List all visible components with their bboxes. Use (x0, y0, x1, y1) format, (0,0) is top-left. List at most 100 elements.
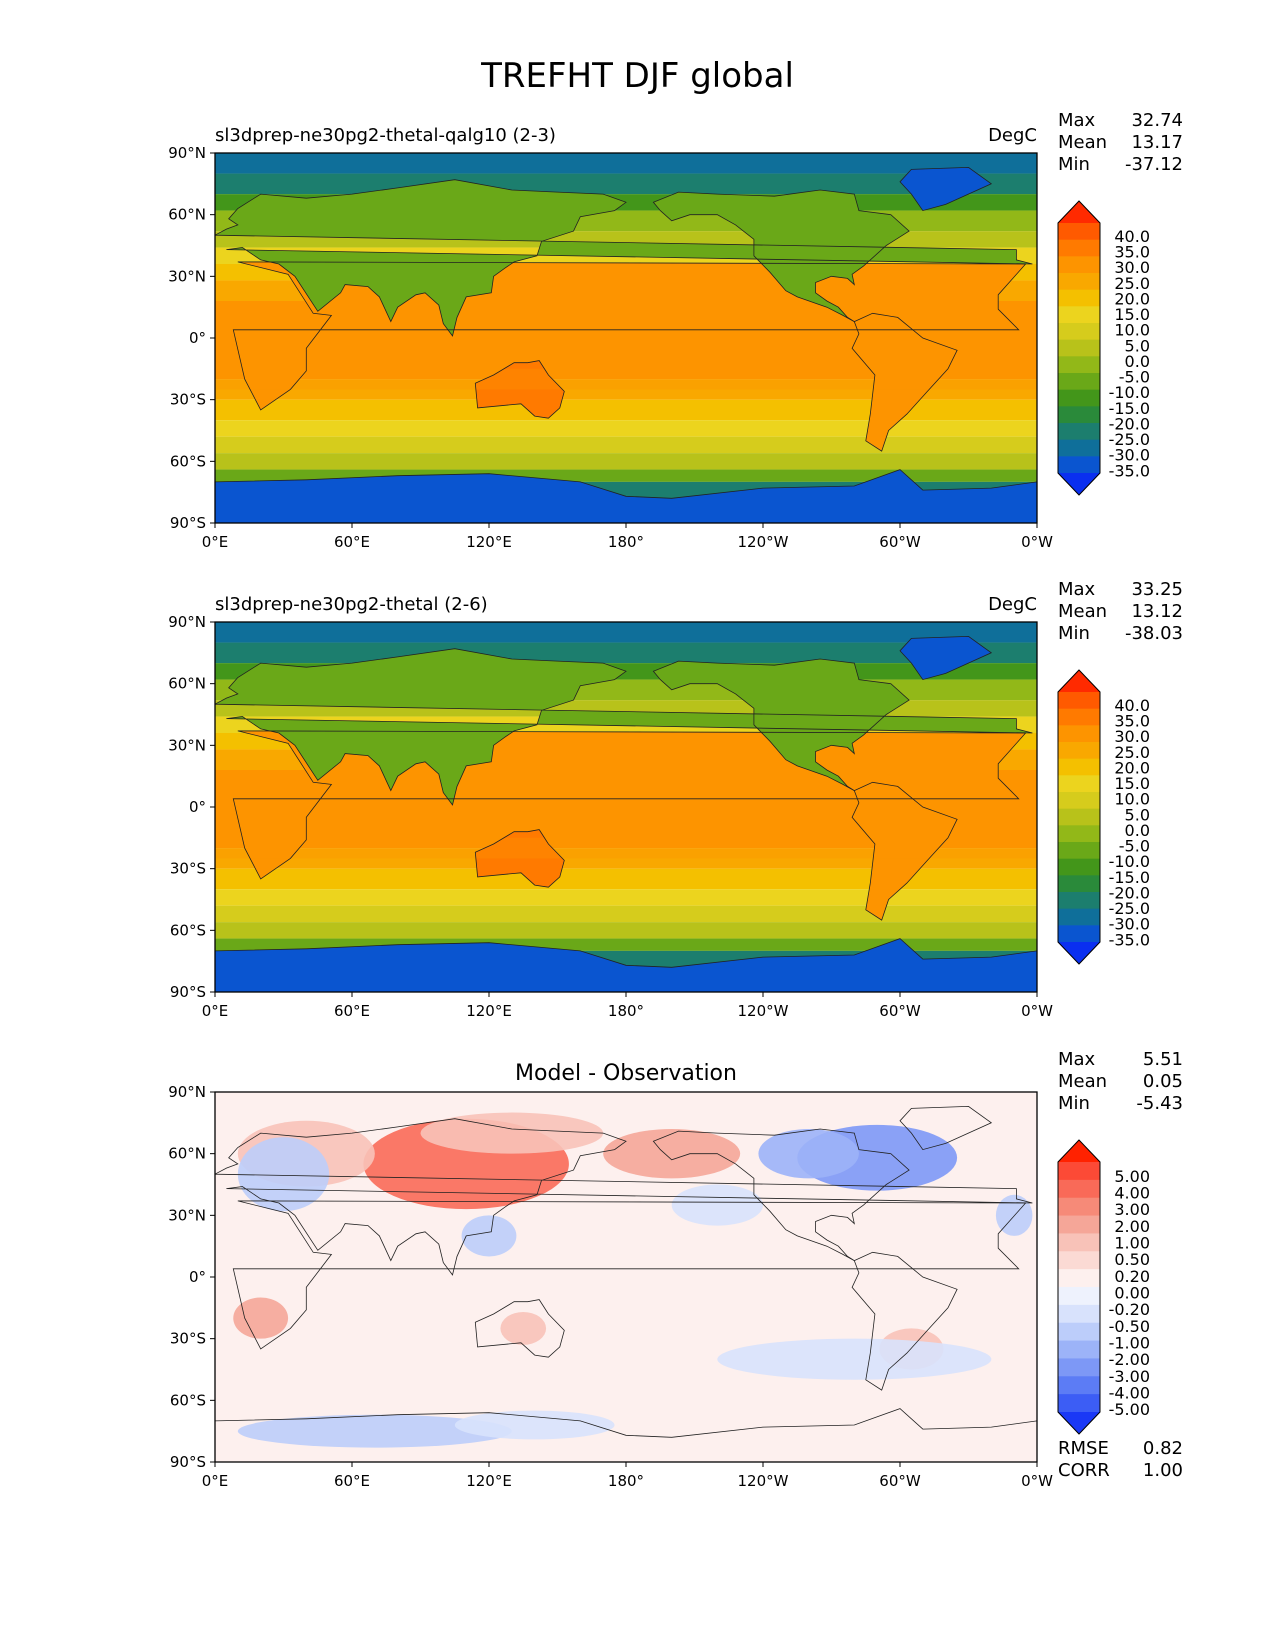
lat-tick-label: 90°S (170, 983, 206, 1001)
panel-left-title: sl3dprep-ne30pg2-thetal-qalg10 (2-3) (215, 125, 556, 146)
lat-tick-label: 90°N (168, 144, 206, 162)
colorbar-segment (1058, 708, 1100, 726)
stat-value-min: -37.12 (1125, 154, 1183, 175)
coastlines (215, 635, 1037, 992)
temperature-band (215, 379, 1037, 400)
anomaly-region (603, 1129, 741, 1179)
colorbar-outline (1057, 200, 1101, 496)
colorbar-label: -15.0 (1109, 868, 1150, 887)
colorbar-segment (1058, 339, 1100, 357)
colorbar-segment (1058, 389, 1100, 407)
coastline-namerica (652, 1128, 910, 1261)
stat-label-min: Min (1058, 1093, 1090, 1114)
colorbar-segment (1058, 356, 1100, 374)
colorbar-segment (1058, 223, 1100, 241)
coastline-eurasia (215, 1118, 1033, 1276)
coastline-antarctica (215, 938, 1037, 992)
colorbar-label: 3.00 (1114, 1200, 1150, 1219)
colorbar-segment (1058, 775, 1100, 793)
stat-label-mean: Mean (1058, 601, 1107, 622)
lon-tick-label: 120°E (466, 1472, 512, 1490)
panel-difference: 90°N 60°N 30°N 0° 30°S 60°S 90°S0°E 60°E 120°E 18… (168, 1049, 1183, 1490)
coastlines (215, 166, 1037, 523)
land-north-america (653, 659, 910, 791)
lon-tick-label: 120°W (738, 1472, 789, 1490)
lon-tick-label: 0°W (1021, 1002, 1053, 1020)
colorbar-label: -35.0 (1109, 930, 1150, 949)
stat-label-corr: CORR (1058, 1460, 1110, 1481)
colorbar-label: -30.0 (1109, 446, 1150, 465)
colorbar-segment (1058, 725, 1100, 743)
map-field (215, 153, 1037, 523)
colorbar-segment (1058, 825, 1100, 843)
stat-value-mean: 0.05 (1143, 1071, 1183, 1092)
colorbar-label: -10.0 (1109, 383, 1150, 402)
colorbar-label: 0.0 (1125, 821, 1150, 840)
lon-tick-label: 60°W (879, 1002, 921, 1020)
colorbar-label: -5.0 (1119, 368, 1150, 387)
land-greenland (900, 167, 992, 211)
panel-left-title: sl3dprep-ne30pg2-thetal (2-6) (215, 594, 488, 615)
lat-tick-label: 90°N (168, 613, 206, 631)
lon-tick-label: 0°W (1021, 533, 1053, 551)
temperature-band (215, 868, 1037, 890)
temperature-band (215, 399, 1037, 421)
coastlines (215, 1105, 1037, 1462)
colorbar-segment (1058, 406, 1100, 424)
anomaly-region (237, 1137, 330, 1212)
colorbar-segment (1058, 742, 1100, 760)
coastline-samerica (851, 312, 958, 452)
lat-tick-label: 90°S (170, 514, 206, 532)
panel-reference: 90°N 60°N 30°N 0° 30°S 60°S 90°S0°E 60°E 120°E 18… (168, 579, 1183, 1020)
colorbar-segment (1058, 1376, 1100, 1395)
colorbar-segment (1058, 758, 1100, 776)
temperature-band (215, 905, 1037, 923)
colorbar-segment (1058, 423, 1100, 441)
colorbar-segment (1058, 1197, 1100, 1217)
colorbar-label: -15.0 (1109, 399, 1150, 418)
colorbar-segment (1058, 439, 1100, 457)
colorbar-label: 20.0 (1114, 289, 1150, 308)
colorbar-label: 35.0 (1114, 712, 1150, 731)
colorbar-segment (1058, 875, 1100, 893)
colorbar-segment (1058, 456, 1100, 474)
panel-units: DegC (988, 594, 1037, 615)
figure-title: TREFHT DJF global (481, 56, 794, 96)
colorbar-segment (1058, 323, 1100, 341)
lon-tick-label: 180° (608, 533, 644, 551)
stat-value-mean: 13.12 (1131, 601, 1183, 622)
colorbar-segment (1058, 1162, 1100, 1181)
stat-label-max: Max (1058, 1049, 1096, 1070)
anomaly-region (717, 1338, 992, 1380)
colorbar-segment (1058, 1322, 1100, 1342)
land-australia (475, 829, 565, 888)
land-north-america (653, 190, 910, 322)
panel-units: DegC (988, 125, 1037, 146)
colorbar-segment (1058, 256, 1100, 274)
land-south-america (852, 782, 958, 921)
land-eurasia (215, 648, 1033, 805)
lat-tick-label: 90°S (170, 1453, 206, 1471)
colorbar-extend-min (1058, 473, 1100, 495)
colorbar-label: 0.00 (1114, 1284, 1150, 1303)
colorbar-label: 10.0 (1114, 790, 1150, 809)
anomaly-region (420, 1112, 604, 1154)
colorbar-label: 5.0 (1125, 805, 1150, 824)
lon-tick-label: 120°W (738, 533, 789, 551)
colorbar-segment (1058, 892, 1100, 910)
stat-label-mean: Mean (1058, 132, 1107, 153)
lon-tick-label: 60°E (334, 1002, 370, 1020)
stat-label-max: Max (1058, 579, 1096, 600)
temperature-band (215, 436, 1037, 454)
colorbar-label: 4.00 (1114, 1184, 1150, 1203)
anomaly-region (454, 1410, 615, 1440)
anomaly-region (461, 1215, 517, 1257)
lon-tick-label: 120°E (466, 533, 512, 551)
coastline-greenland (899, 635, 993, 681)
lat-tick-label: 60°N (168, 206, 206, 224)
colorbar-label: -20.0 (1109, 414, 1150, 433)
colorbar-segment (1058, 692, 1100, 710)
lat-tick-label: 60°S (170, 1391, 206, 1409)
coastline-antarctica (215, 469, 1037, 523)
